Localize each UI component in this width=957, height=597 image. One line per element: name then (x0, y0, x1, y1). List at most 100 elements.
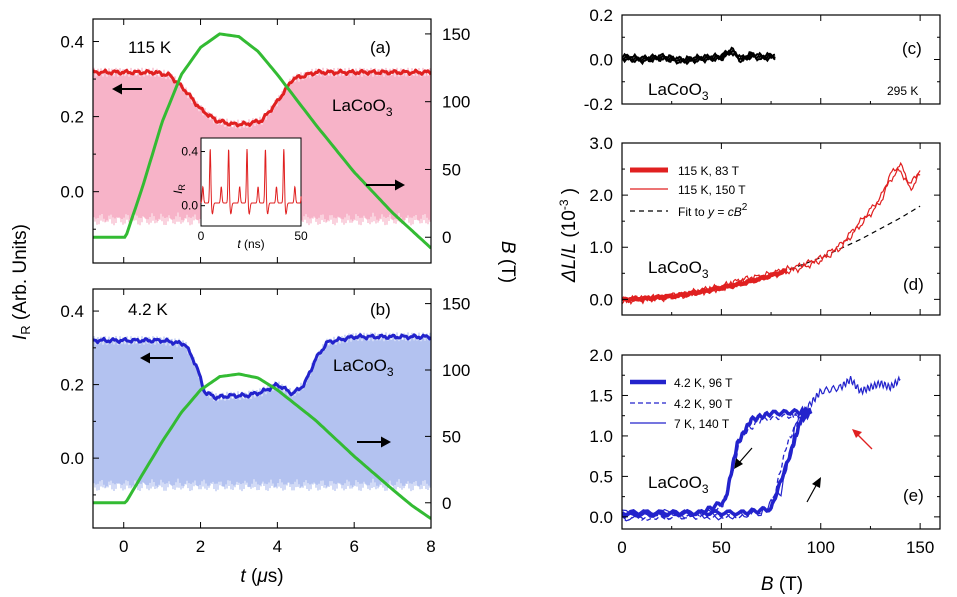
inset-x-tick-label: 0 (198, 229, 205, 243)
panel-b-ticks: 0 2 4 6 8 0.0 0.2 0.4 0 50 100 150 (60, 289, 470, 556)
inset-ylabel: IR (171, 184, 187, 194)
y-tick-label-left: 0.4 (60, 33, 84, 52)
y-tick-label: 2.0 (589, 186, 613, 205)
panel-a-arrow-right (366, 179, 405, 191)
y-tick-label: 0.0 (589, 51, 613, 70)
panel-c-temperature: 295 K (887, 84, 918, 98)
y-tick-label-left: 0.2 (60, 376, 84, 395)
y-tick-label: 0.5 (589, 467, 613, 486)
panel-d-ticks: 0.0 1.0 2.0 3.0 (589, 134, 940, 315)
panel-e-lines (622, 375, 901, 522)
legend-d-item-2: 115 K, 150 T (678, 183, 746, 197)
y-tick-label: 1.5 (589, 386, 613, 405)
panel-e-material: LaCoO3 (648, 473, 709, 496)
x-tick-label: 2 (196, 537, 205, 556)
panel-b-frame (92, 288, 432, 529)
legend-e-item-1: 4.2 K, 96 T (674, 376, 733, 390)
strain-115K-150T-up (622, 161, 921, 304)
y-tick-label: 0.0 (589, 508, 613, 527)
y-tick-label-right: 0 (442, 494, 451, 513)
panel-b-signal-fill (93, 332, 431, 492)
y-tick-label: 1.0 (589, 238, 613, 257)
right-ylabel: B (T) (497, 241, 518, 283)
y-tick-label-right: 100 (442, 361, 470, 380)
x-tick-label: 0 (119, 537, 128, 556)
inset-y-tick-label: 0.0 (181, 199, 198, 213)
right-panels-ylabel: ΔL/L (10-3 ) (557, 188, 580, 283)
panel-b-label: (b) (370, 300, 391, 319)
panel-d-label: (d) (903, 275, 924, 294)
strain-curve-295K (622, 46, 776, 62)
y-tick-label: -0.2 (584, 95, 613, 114)
y-tick-label-right: 100 (442, 93, 470, 112)
y-tick-label-right: 150 (442, 25, 470, 44)
strain-4K-96T (622, 405, 813, 519)
panel-e-ticks: 0 50 100 150 0.0 0.5 1.0 1.5 2.0 (589, 346, 940, 557)
y-tick-label-right: 50 (442, 427, 461, 446)
legend-d-item-3: Fit to y = cB2 (678, 202, 748, 219)
panel-b-lines (93, 333, 431, 520)
panel-c-label: (c) (902, 39, 922, 58)
panel-e: 0 50 100 150 0.0 0.5 1.0 1.5 2.0 (e) LaCoO3 4.2 … (589, 346, 941, 557)
panel-d-frame (621, 142, 941, 316)
magnetic-field-curve (93, 372, 431, 520)
panel-b-temperature: 4.2 K (128, 300, 168, 319)
panel-b-material: LaCoO3 (333, 356, 394, 379)
y-tick-label: 3.0 (589, 134, 613, 153)
x-tick-label: 100 (807, 538, 835, 557)
left-ylabel: IR (Arb. Units) (10, 224, 33, 340)
panel-a-temperature: 115 K (128, 38, 172, 57)
x-tick-label: 6 (349, 537, 358, 556)
panel-a-label: (a) (370, 38, 391, 57)
panel-a-arrow-left (112, 83, 142, 95)
panel-c-ticks: -0.2 0.0 0.2 (584, 6, 940, 114)
inset-y-tick-label: 0.4 (181, 145, 198, 159)
y-tick-label-left: 0.0 (60, 183, 84, 202)
legend-d-item-1: 115 K, 83 T (678, 164, 740, 178)
panel-d-lines (622, 161, 921, 306)
inset-xlabel: t (ns) (237, 237, 264, 251)
strain-7K-140T (622, 375, 901, 521)
legend-e-item-2: 4.2 K, 90 T (674, 397, 733, 411)
panel-d: 0.0 1.0 2.0 3.0 (d) LaCoO3 115 K, 83 T 115 … (589, 134, 941, 316)
panel-e-legend: 4.2 K, 96 T 4.2 K, 90 T 7 K, 140 T (630, 376, 733, 431)
signal-envelope-line (93, 68, 431, 128)
panel-a-lines (93, 32, 431, 250)
panel-e-frame (621, 354, 941, 530)
panel-signal-oscillation (93, 332, 431, 492)
panel-a-ticks: 0.0 0.2 0.4 0 50 100 150 (60, 19, 470, 263)
inset-signal-line (200, 148, 302, 216)
bottom-left-xlabel: t (μs) (240, 566, 283, 587)
signal-envelope-line (93, 333, 431, 401)
panel-a-frame (92, 18, 432, 264)
bottom-right-xlabel: B (T) (761, 574, 803, 595)
panel-e-arrow-red (852, 429, 873, 450)
panel-a-inset: 0 50 0.0 0.4 IR t (ns) (171, 137, 308, 251)
panel-e-label: (e) (903, 486, 924, 505)
panel-b: 0 2 4 6 8 0.0 0.2 0.4 0 50 100 150 4.2 K (b) LaCoO3 (60, 288, 470, 556)
x-tick-label: 50 (712, 538, 731, 557)
y-tick-label: 0.2 (589, 6, 613, 25)
strain-115K-83T (622, 268, 788, 304)
x-tick-label: 4 (273, 537, 282, 556)
panel-b-arrow-left (140, 352, 173, 364)
inset-x-tick-label: 50 (294, 229, 308, 243)
y-tick-label-left: 0.2 (60, 108, 84, 127)
y-tick-label-left: 0.4 (60, 302, 84, 321)
panel-c: -0.2 0.0 0.2 (c) LaCoO3 295 K (584, 6, 941, 114)
y-tick-label: 1.0 (589, 427, 613, 446)
y-tick-label-left: 0.0 (60, 449, 84, 468)
panel-b-arrow-right (357, 436, 391, 448)
inset-signal-path (200, 148, 302, 216)
panel-e-arrow-down (734, 447, 753, 469)
panel-c-lines (622, 46, 776, 66)
y-tick-label-right: 150 (442, 295, 470, 314)
panel-d-material: LaCoO3 (648, 258, 709, 281)
panel-c-material: LaCoO3 (648, 80, 709, 103)
x-tick-label: 8 (426, 537, 435, 556)
panel-e-arrow-up (806, 477, 821, 503)
magnetic-field-curve (93, 32, 431, 250)
inset-ticks: 0 50 0.0 0.4 (181, 145, 308, 243)
